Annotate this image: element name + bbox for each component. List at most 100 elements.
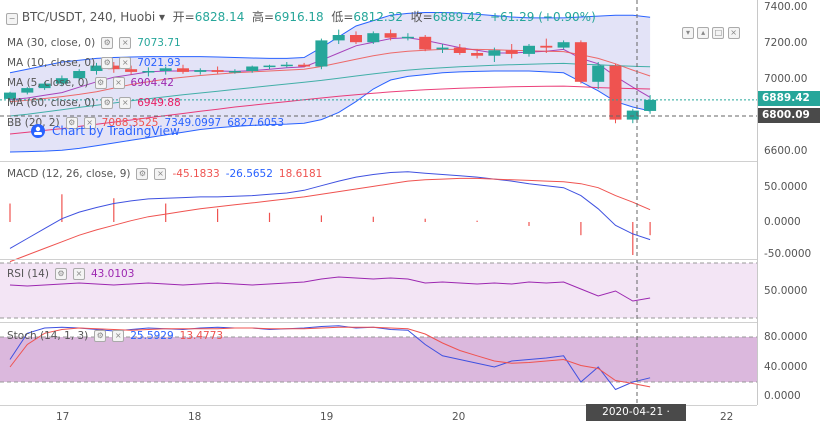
settings-icon[interactable]: ⚙ bbox=[94, 330, 107, 342]
stoch-pane bbox=[0, 325, 757, 391]
stoch-band bbox=[0, 337, 757, 382]
candle-body bbox=[471, 53, 484, 56]
candle-body bbox=[592, 65, 605, 82]
legend-macd[interactable]: MACD (12, 26, close, 9) ⚙ × -45.1833 -26.… bbox=[7, 168, 323, 180]
time-axis-label: 17 bbox=[56, 411, 70, 423]
candle-body bbox=[315, 40, 328, 67]
candle-body bbox=[298, 64, 311, 67]
close-icon[interactable]: × bbox=[119, 57, 132, 69]
settings-icon[interactable]: ⚙ bbox=[65, 117, 78, 129]
candle-body bbox=[194, 70, 207, 72]
time-axis-label: 22 bbox=[720, 411, 734, 423]
macd-pane bbox=[9, 171, 651, 263]
ma30-line bbox=[9, 62, 651, 117]
candle-body bbox=[159, 68, 172, 71]
low-value: 6812.32 bbox=[353, 10, 404, 24]
candle-body bbox=[401, 36, 414, 39]
candle-body bbox=[38, 83, 51, 89]
close-icon[interactable]: × bbox=[83, 117, 96, 129]
close-icon[interactable]: × bbox=[72, 268, 85, 280]
close-icon[interactable]: × bbox=[119, 97, 132, 109]
tradingview-logo-icon bbox=[31, 124, 45, 138]
candle-body bbox=[142, 71, 155, 73]
close-icon[interactable]: × bbox=[119, 37, 132, 49]
settings-icon[interactable]: ⚙ bbox=[101, 37, 114, 49]
candle-body bbox=[177, 68, 189, 72]
time-axis-label: 19 bbox=[320, 411, 334, 423]
candle-body bbox=[211, 70, 224, 72]
close-icon[interactable]: × bbox=[154, 168, 167, 180]
pane-divider-macd bbox=[0, 259, 757, 260]
collapse-icon[interactable]: − bbox=[6, 13, 18, 25]
candle-body bbox=[436, 47, 449, 50]
settings-icon[interactable]: ⚙ bbox=[101, 57, 114, 69]
maximize-icon[interactable]: □ bbox=[712, 27, 725, 39]
candle-body bbox=[90, 65, 103, 71]
candle-body bbox=[540, 45, 553, 48]
pane-controls[interactable]: ▾ ▴ □ × bbox=[682, 27, 740, 39]
time-axis-label: 20 bbox=[452, 411, 466, 423]
legend-ma5[interactable]: MA (5, close, 0) ⚙ × 6904.42 bbox=[7, 77, 174, 89]
guide-lines bbox=[0, 0, 757, 405]
legend-ma10[interactable]: MA (10, close, 0) ⚙ × 7021.93 bbox=[7, 57, 181, 69]
candle-body bbox=[55, 78, 68, 84]
change-value: +61.29 (+0.90%) bbox=[489, 10, 596, 24]
crosshair-price-tag: 6800.09 bbox=[758, 108, 820, 123]
last-price-tag: 6889.42 bbox=[758, 91, 820, 106]
macd-axis-label: -50.0000 bbox=[764, 248, 812, 260]
candle-body bbox=[21, 88, 34, 93]
candle-body bbox=[523, 45, 535, 54]
candlesticks bbox=[4, 29, 657, 124]
candle-body bbox=[419, 36, 432, 50]
open-value: 6828.14 bbox=[194, 10, 245, 24]
candle-body bbox=[488, 50, 501, 56]
candle-body bbox=[384, 33, 397, 38]
legend-bb[interactable]: BB (20, 2) ⚙ × 7088.3525 7349.0997 6827.6… bbox=[7, 117, 284, 129]
candle-body bbox=[332, 35, 345, 41]
price-axis-label: 6600.00 bbox=[764, 145, 808, 157]
candle-body bbox=[263, 65, 276, 68]
tradingview-watermark[interactable]: Chart by TradingView bbox=[30, 123, 180, 139]
time-axis-label: 18 bbox=[188, 411, 202, 423]
rsi-line bbox=[9, 276, 651, 302]
candle-body bbox=[644, 99, 657, 111]
crosshair-time-tag: 2020-04-21 · 08:00 bbox=[586, 404, 686, 435]
pane-divider-rsi bbox=[0, 322, 757, 323]
close-icon[interactable]: × bbox=[727, 27, 740, 39]
pane-divider-stoch bbox=[0, 405, 757, 406]
candle-body bbox=[453, 47, 466, 53]
close-value: 6889.42 bbox=[432, 10, 483, 24]
bb-fill bbox=[10, 12, 651, 152]
dropdown-icon[interactable]: ▾ bbox=[159, 10, 166, 24]
candle-body bbox=[626, 110, 639, 120]
legend-rsi[interactable]: RSI (14) ⚙ × 43.0103 bbox=[7, 268, 135, 280]
stoch-axis-label: 40.0000 bbox=[764, 361, 808, 373]
rsi-axis-label: 50.0000 bbox=[764, 285, 808, 297]
macd-line bbox=[9, 171, 651, 249]
settings-icon[interactable]: ⚙ bbox=[136, 168, 149, 180]
pane-divider-main bbox=[0, 161, 757, 162]
symbol-legend[interactable]: − BTC/USDT, 240, Huobi ▾ 开=6828.14 高=691… bbox=[6, 8, 596, 25]
symbol-title: BTC/USDT, 240, Huobi bbox=[21, 10, 156, 24]
close-icon[interactable]: × bbox=[112, 77, 125, 89]
candle-body bbox=[228, 71, 241, 73]
arrow-up-icon[interactable]: ▴ bbox=[697, 27, 710, 39]
settings-icon[interactable]: ⚙ bbox=[54, 268, 67, 280]
arrow-down-icon[interactable]: ▾ bbox=[682, 27, 694, 39]
price-axis-border bbox=[757, 0, 758, 405]
rsi-pane bbox=[0, 262, 757, 319]
legend-ma60[interactable]: MA (60, close, 0) ⚙ × 6949.88 bbox=[7, 97, 181, 109]
price-axis-label: 7000.00 bbox=[764, 73, 808, 85]
bb-upper-line bbox=[9, 12, 651, 74]
stoch-axis-label: 80.0000 bbox=[764, 331, 808, 343]
close-icon[interactable]: × bbox=[112, 330, 125, 342]
candle-body bbox=[125, 69, 138, 72]
settings-icon[interactable]: ⚙ bbox=[101, 97, 114, 109]
legend-stoch[interactable]: Stoch (14, 1, 3) ⚙ × 25.5929 13.4773 bbox=[7, 330, 224, 342]
settings-icon[interactable]: ⚙ bbox=[94, 77, 107, 89]
legend-ma30[interactable]: MA (30, close, 0) ⚙ × 7073.71 bbox=[7, 37, 181, 49]
price-axis-label: 7200.00 bbox=[764, 37, 808, 49]
price-chart[interactable] bbox=[0, 0, 757, 405]
candle-body bbox=[609, 65, 622, 120]
candle-body bbox=[246, 66, 259, 71]
